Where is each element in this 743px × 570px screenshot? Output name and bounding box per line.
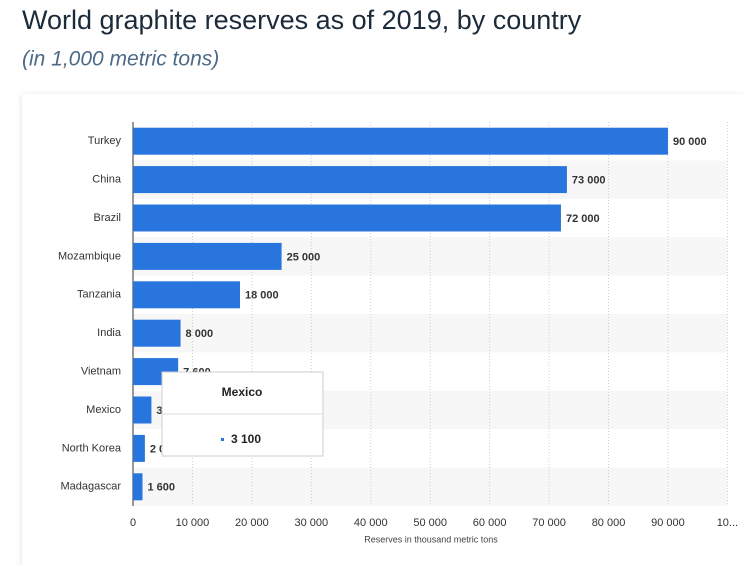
value-label: 1 600	[148, 482, 176, 494]
x-tick-label: 40 000	[354, 517, 388, 529]
bar	[133, 127, 668, 155]
y-tick-label: India	[97, 327, 122, 339]
x-tick-label: 70 000	[532, 517, 566, 529]
value-label: 8 000	[186, 328, 214, 340]
x-tick-label: 90 000	[651, 517, 685, 529]
bar	[133, 396, 152, 424]
tooltip-value: 3 100	[231, 432, 261, 446]
y-tick-label: North Korea	[62, 442, 122, 454]
value-label: 18 000	[245, 290, 279, 302]
x-axis-title: Reserves in thousand metric tons	[364, 534, 498, 544]
row-stripe	[133, 314, 728, 353]
y-tick-label: Brazil	[93, 212, 121, 224]
y-tick-label: Turkey	[88, 135, 122, 147]
plot: Turkey 90 000 China 73 000 Brazil 72 000 Mozam…	[58, 127, 707, 501]
tooltip-bullet	[221, 438, 224, 441]
x-tick-label: 10 000	[176, 517, 210, 529]
bar	[133, 204, 561, 232]
chart-subtitle: (in 1,000 metric tons)	[22, 48, 219, 71]
x-tick-label: 10...	[717, 517, 738, 529]
value-label: 72 000	[566, 213, 600, 225]
value-label: 90 000	[673, 136, 707, 148]
x-tick-label: 30 000	[294, 517, 328, 529]
bar	[133, 242, 282, 270]
x-tick-label: 0	[130, 517, 136, 529]
tooltip: Mexico 3 100	[161, 371, 324, 457]
y-tick-label: Mexico	[86, 404, 121, 416]
bar	[133, 434, 145, 462]
bar	[133, 281, 240, 309]
x-tick-label: 60 000	[473, 517, 507, 529]
x-tick-label: 20 000	[235, 517, 269, 529]
y-tick-label: Mozambique	[58, 250, 121, 262]
bar	[133, 473, 143, 501]
y-tick-label: Vietnam	[81, 366, 121, 378]
value-label: 25 000	[287, 251, 321, 263]
chart-title: World graphite reserves as of 2019, by c…	[22, 5, 582, 35]
y-tick-label: Tanzania	[77, 289, 122, 301]
x-tick-label: 80 000	[592, 517, 626, 529]
tooltip-title: Mexico	[222, 385, 263, 399]
y-tick-label: China	[92, 174, 122, 186]
bar	[133, 319, 181, 347]
y-tick-label: Madagascar	[60, 481, 121, 493]
x-tick-label: 50 000	[413, 517, 447, 529]
bar	[133, 166, 567, 194]
value-label: 73 000	[572, 175, 606, 187]
